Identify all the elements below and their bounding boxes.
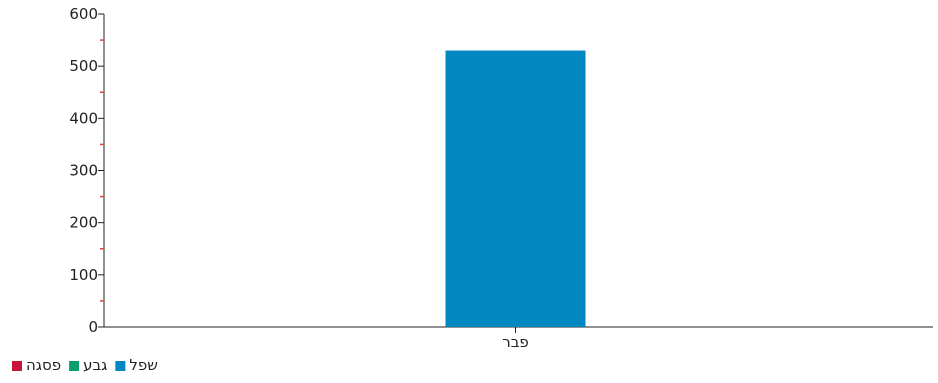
y-axis: 0 100 200 300 400 500 600 [69,5,104,336]
y-tick-label: 0 [88,318,98,336]
y-tick-label: 500 [69,57,98,75]
y-tick-label: 200 [69,214,98,232]
bar [446,51,586,327]
bars [446,51,586,327]
y-tick-label: 600 [69,5,98,23]
legend-swatch [115,361,125,371]
y-tick-label: 300 [69,162,98,180]
y-tick-label: 400 [69,109,98,127]
x-tick-label: פבר [502,333,529,351]
legend-label: גבע [83,356,107,374]
legend: פסגה גבע שפל [12,356,158,374]
legend-swatch [69,361,79,371]
x-axis: פבר [104,327,933,351]
legend-swatch [12,361,22,371]
legend-label: שפל [129,356,158,374]
y-tick-label: 100 [69,266,98,284]
legend-label: פסגה [26,356,61,374]
